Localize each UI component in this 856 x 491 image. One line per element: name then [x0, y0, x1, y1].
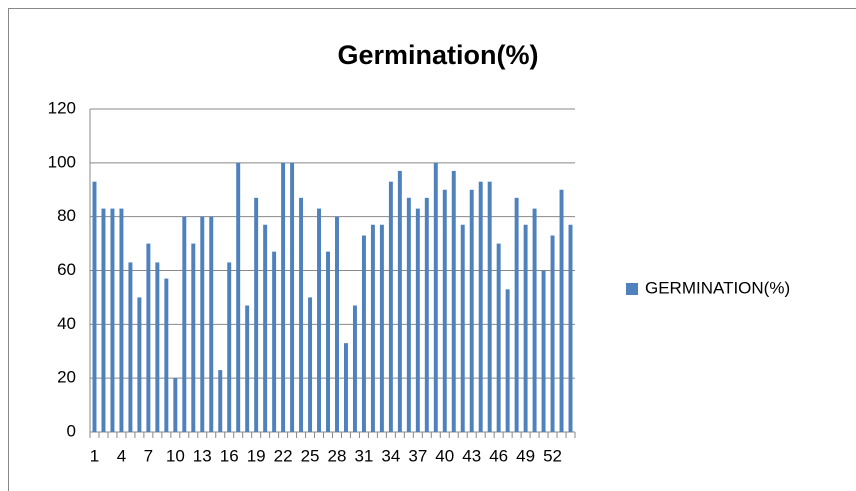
y-tick-label: 120 [48, 98, 76, 117]
bar [227, 262, 232, 432]
bar [379, 224, 384, 432]
bar [245, 305, 250, 432]
bar [164, 278, 169, 432]
x-tick-label: 1 [90, 446, 99, 465]
bar [523, 224, 528, 432]
bar [110, 208, 115, 432]
bar [317, 208, 322, 432]
bar [559, 189, 564, 432]
bar [568, 224, 573, 432]
x-tick-label: 28 [328, 446, 347, 465]
bar [487, 181, 492, 432]
bar [415, 208, 420, 432]
bar [128, 262, 133, 432]
x-tick-label: 7 [144, 446, 153, 465]
bar [335, 216, 339, 432]
bar [272, 251, 277, 432]
bar [263, 224, 268, 432]
legend-label: GERMINATION(%) [645, 278, 790, 297]
bar [505, 289, 510, 432]
y-tick-label: 100 [48, 152, 76, 171]
bar [101, 208, 106, 432]
bar [388, 181, 393, 432]
bar [191, 243, 196, 432]
bar [361, 235, 366, 432]
chart-title: Germination(%) [337, 40, 538, 70]
x-tick-label: 49 [516, 446, 535, 465]
x-tick-label: 19 [247, 446, 266, 465]
bar [182, 216, 187, 432]
bar [146, 243, 151, 432]
bar [173, 378, 178, 432]
bar [236, 162, 241, 433]
x-tick-label: 10 [166, 446, 185, 465]
bar [424, 197, 429, 432]
bar [433, 162, 438, 433]
bar [299, 197, 304, 432]
x-tick-label: 13 [193, 446, 212, 465]
bar [406, 197, 411, 432]
x-tick-label: 46 [489, 446, 508, 465]
y-tick-label: 80 [57, 206, 76, 225]
bar [478, 181, 483, 432]
bar [119, 208, 124, 432]
x-tick-label: 40 [435, 446, 454, 465]
bar [326, 251, 330, 432]
bar [308, 297, 313, 432]
bar [541, 270, 546, 432]
bar [442, 189, 447, 432]
y-tick-label: 60 [57, 260, 76, 279]
x-tick-label: 34 [381, 446, 400, 465]
y-tick-label: 40 [57, 314, 76, 333]
bar [451, 170, 456, 433]
x-tick-label: 43 [462, 446, 481, 465]
bar [352, 305, 357, 432]
bar [370, 224, 375, 432]
bar [397, 170, 402, 433]
x-tick-label: 16 [220, 446, 239, 465]
x-tick-label: 25 [301, 446, 320, 465]
bar [155, 262, 160, 432]
x-tick-label: 31 [354, 446, 373, 465]
bar [254, 197, 259, 432]
bar [496, 243, 501, 432]
x-tick-label: 37 [408, 446, 427, 465]
bar [218, 370, 223, 432]
bar [550, 235, 555, 432]
x-tick-label: 22 [274, 446, 293, 465]
bar [343, 343, 348, 432]
bar [200, 216, 205, 432]
bar [514, 197, 519, 432]
bar [469, 189, 474, 432]
y-tick-label: 0 [67, 421, 76, 440]
bar [281, 162, 286, 433]
x-tick-label: 52 [543, 446, 562, 465]
bar [460, 224, 465, 432]
x-tick-label: 4 [117, 446, 126, 465]
bar [92, 181, 97, 432]
bar [137, 297, 142, 432]
chart-border [8, 8, 856, 491]
bar [290, 162, 295, 433]
bar [532, 208, 537, 432]
legend-swatch [626, 283, 638, 295]
y-tick-label: 20 [57, 368, 76, 387]
bar [209, 216, 214, 432]
